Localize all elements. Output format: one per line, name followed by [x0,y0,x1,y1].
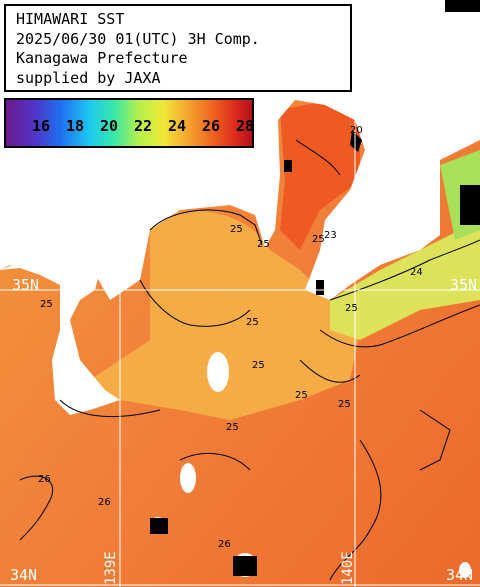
island [459,562,471,578]
contour-label: 26 [38,474,51,485]
contour-label: 25 [257,239,270,250]
contour-label: 26 [218,539,231,550]
contour-label: 25 [295,390,308,401]
peninsula-land [0,258,120,415]
contour-label: 20 [350,125,363,136]
title-line-3: Kanagawa Prefecture [16,49,188,67]
contour-label: 25 [40,299,53,310]
color-scale-labels: 16 18 20 22 24 26 28 [28,117,258,135]
title-line-2: 2025/06/30 01(UTC) 3H Comp. [16,29,260,48]
island [207,352,229,392]
scale-label: 26 [201,117,221,135]
missing-data [350,130,362,152]
coastal-cool-zone [330,220,480,340]
missing-data [233,556,257,576]
missing-data [460,185,480,225]
scale-label: 20 [99,117,119,135]
island [180,463,196,493]
land-corner [440,0,480,140]
lon-label-139e: 139E [103,551,119,585]
title-panel: HIMAWARI SST 2025/06/30 01(UTC) 3H Comp.… [4,4,352,92]
scale-label: 28 [235,117,255,135]
color-scale-legend: 16 18 20 22 24 26 28 [4,98,254,148]
missing-data [316,280,324,295]
missing-data [284,160,292,172]
contour-label: 25 [312,234,325,245]
title-line-4: supplied by JAXA [16,68,161,87]
contour-label: 23 [324,230,337,241]
contour-label: 25 [345,303,358,314]
contour-label: 25 [230,224,243,235]
lon-label-140e: 140E [340,551,356,585]
lat-label-34n-left: 34N [10,566,38,584]
contour-lines [19,139,480,581]
bay-warm-zone [90,211,360,420]
contour-label: 25 [246,317,259,328]
scale-label: 22 [133,117,153,135]
tokyo-bay-zone [280,100,360,250]
lat-label-35n-left: 35N [12,276,40,294]
title-line-1: HIMAWARI SST [16,10,125,28]
missing-data [445,0,480,12]
scale-label: 16 [31,117,51,135]
scale-label: 18 [65,117,85,135]
contour-label: 24 [410,267,423,278]
contour-label: 25 [252,360,265,371]
lat-label-34n-right: 34N [446,566,474,584]
contour-label: 25 [226,422,239,433]
contour-label: 25 [338,399,351,410]
missing-data [150,518,168,534]
contour-label: 26 [98,497,111,508]
lat-label-35n-right: 35N [450,276,478,294]
scale-label: 24 [167,117,187,135]
